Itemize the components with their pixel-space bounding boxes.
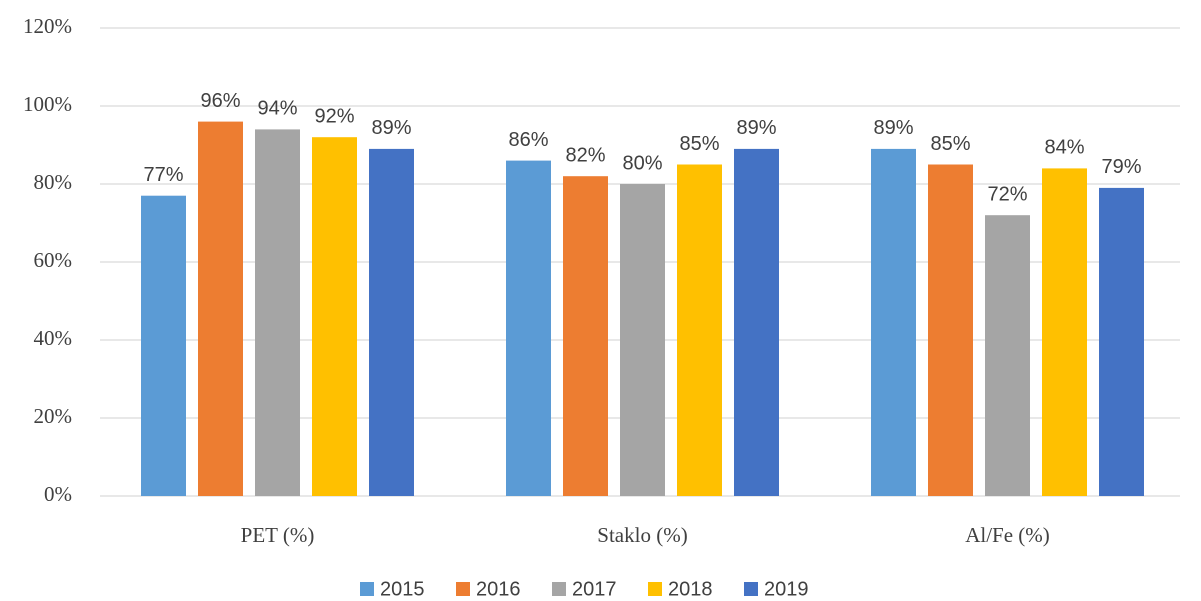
y-tick-label: 80% <box>34 170 73 194</box>
x-tick-label: PET (%) <box>241 523 315 547</box>
y-tick-label: 120% <box>23 14 72 38</box>
legend-swatch <box>744 582 758 596</box>
legend-swatch <box>552 582 566 596</box>
data-label: 96% <box>200 90 240 112</box>
bar <box>871 148 916 496</box>
bar <box>198 121 243 496</box>
legend-swatch <box>360 582 374 596</box>
bar <box>369 148 414 496</box>
bar <box>734 148 779 496</box>
data-label: 84% <box>1044 137 1084 159</box>
y-tick-label: 40% <box>34 326 73 350</box>
data-label: 92% <box>314 105 354 127</box>
data-label: 94% <box>257 98 297 120</box>
bar <box>312 137 357 496</box>
bar <box>985 215 1030 496</box>
data-label: 77% <box>143 164 183 186</box>
legend-swatch <box>648 582 662 596</box>
data-label: 80% <box>622 152 662 174</box>
data-label: 85% <box>930 133 970 155</box>
data-label: 89% <box>371 117 411 139</box>
legend-label: 2019 <box>764 578 809 600</box>
y-tick-label: 20% <box>34 404 73 428</box>
y-tick-label: 0% <box>44 482 72 506</box>
bar <box>677 164 722 496</box>
legend-label: 2017 <box>572 578 617 600</box>
bar <box>255 129 300 496</box>
x-tick-label: Al/Fe (%) <box>965 523 1050 547</box>
data-label: 89% <box>873 117 913 139</box>
legend-label: 2015 <box>380 578 425 600</box>
bar <box>1099 187 1144 496</box>
bar <box>506 160 551 496</box>
legend-swatch <box>456 582 470 596</box>
bar <box>563 176 608 496</box>
y-tick-label: 60% <box>34 248 73 272</box>
bar <box>928 164 973 496</box>
bar <box>1042 168 1087 496</box>
y-tick-label: 100% <box>23 92 72 116</box>
data-label: 72% <box>987 183 1027 205</box>
data-label: 86% <box>508 129 548 151</box>
x-tick-label: Staklo (%) <box>597 523 687 547</box>
data-label: 82% <box>565 144 605 166</box>
bar <box>620 184 665 496</box>
data-label: 85% <box>679 133 719 155</box>
legend-label: 2018 <box>668 578 713 600</box>
legend-label: 2016 <box>476 578 521 600</box>
data-label: 79% <box>1101 156 1141 178</box>
data-label: 89% <box>736 117 776 139</box>
bar <box>141 195 186 496</box>
